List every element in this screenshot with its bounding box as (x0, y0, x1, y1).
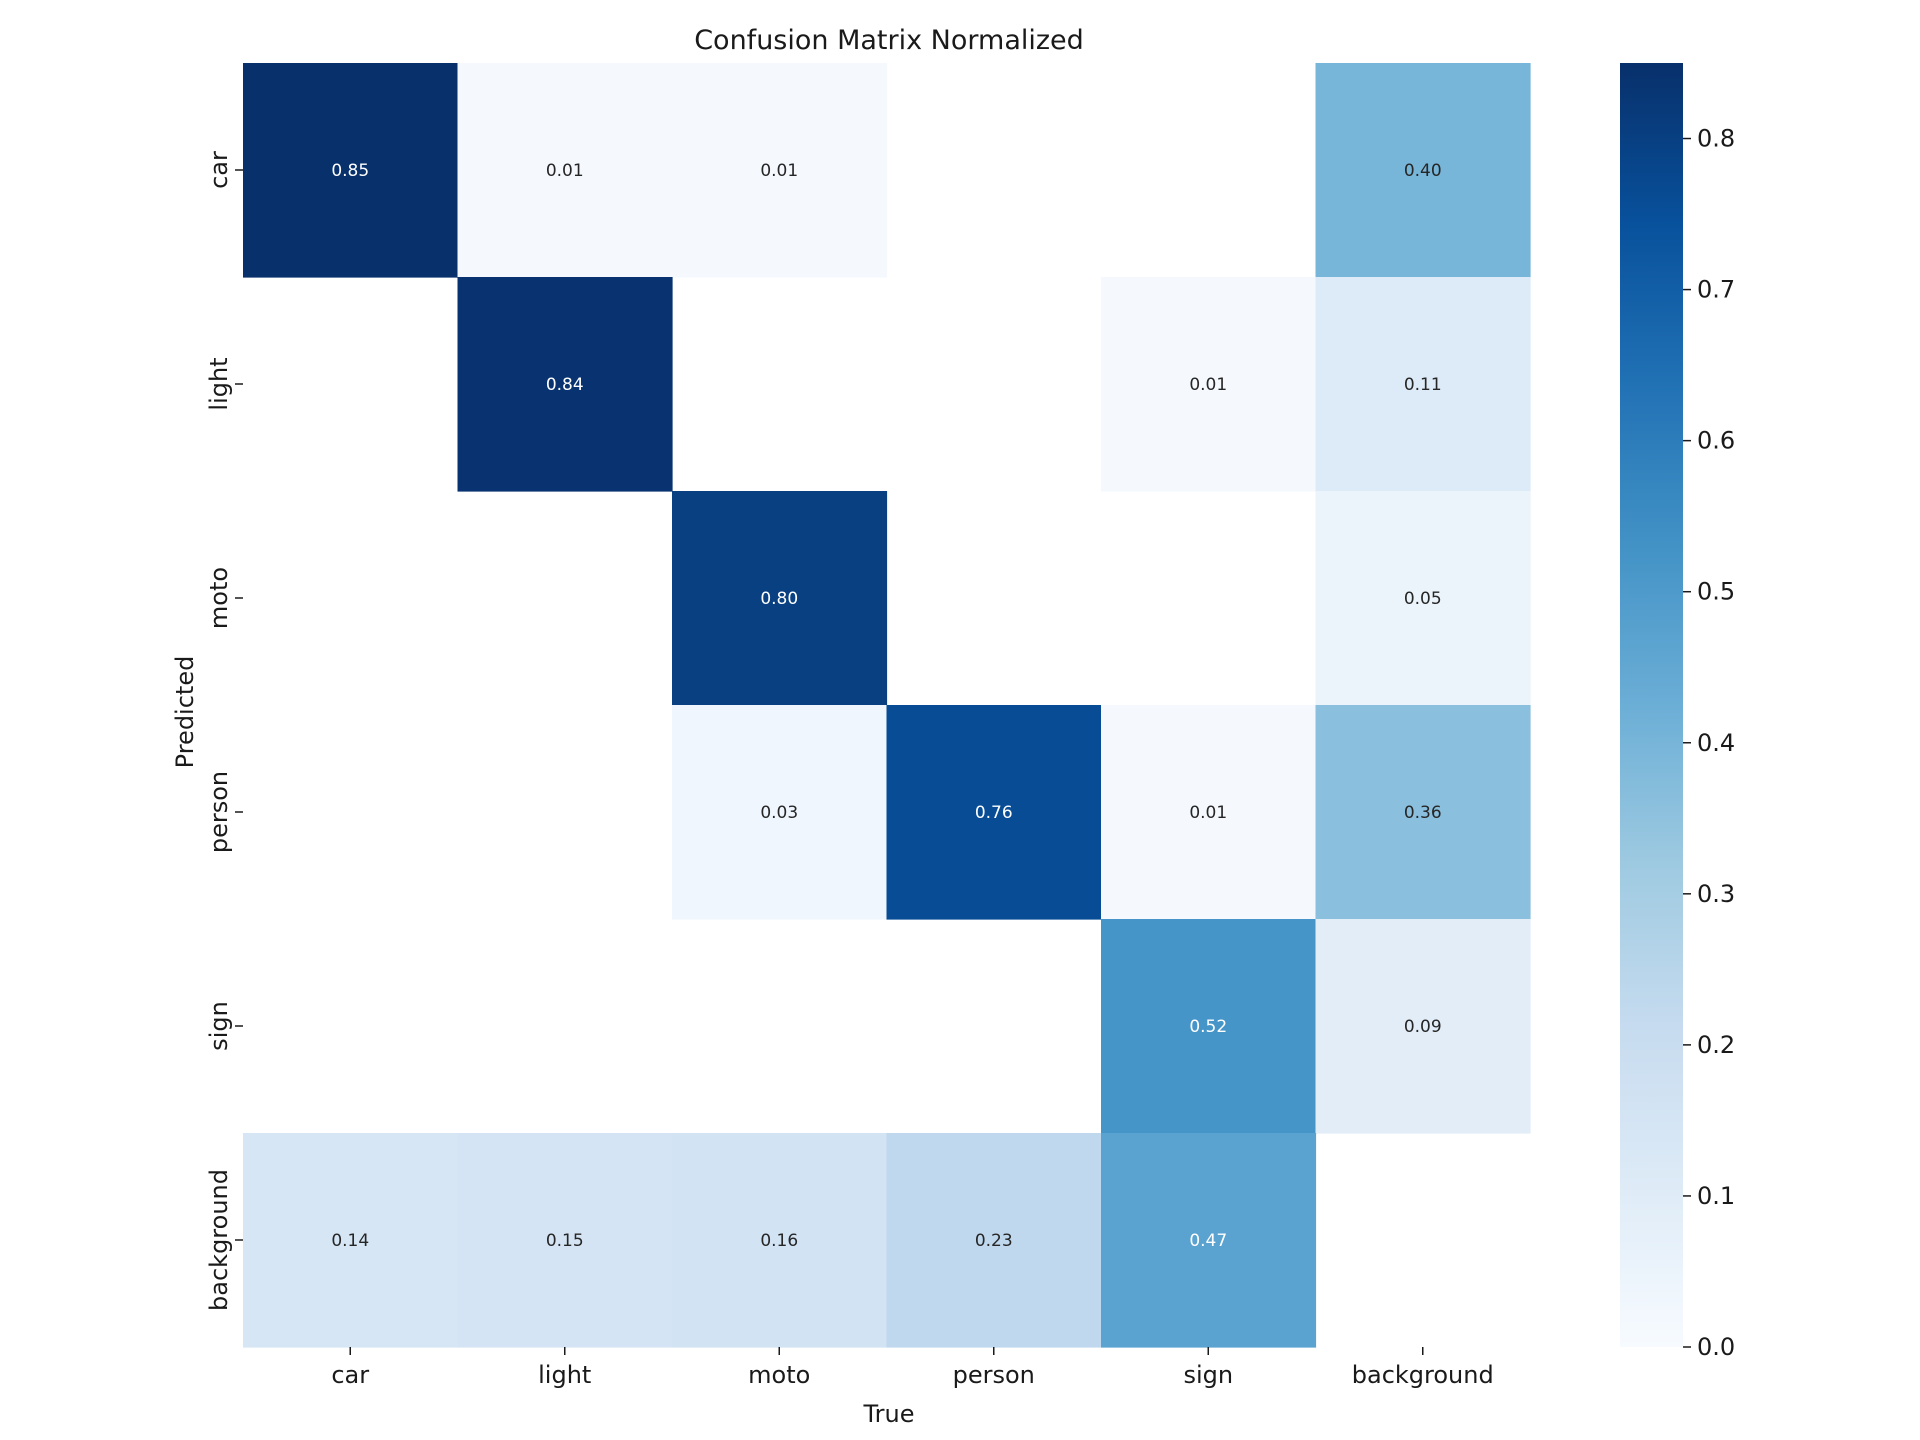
heatmap-cell (672, 63, 888, 278)
x-tick-label: person (953, 1361, 1035, 1389)
x-axis-ticks: car light moto person sign background (331, 1347, 1494, 1389)
y-tick-label: light (205, 357, 233, 410)
cell-value-label: 0.01 (1189, 375, 1227, 395)
heatmap-cell (672, 705, 888, 920)
heatmap-cell (243, 1133, 459, 1348)
heatmap-cell (457, 277, 673, 492)
y-axis-label: Predicted (171, 656, 199, 769)
heatmap-cell (457, 1133, 673, 1348)
heatmap-cell (1101, 277, 1317, 492)
colorbar-tick-label: 0.2 (1697, 1031, 1735, 1059)
cell-value-label: 0.84 (546, 375, 584, 395)
x-tick-label: background (1352, 1361, 1494, 1389)
colorbar-tick-label: 0.5 (1697, 578, 1735, 606)
heatmap-cell (1315, 63, 1531, 278)
heatmap-cell (243, 63, 459, 278)
cell-value-label: 0.05 (1404, 589, 1442, 609)
cell-value-label: 0.36 (1404, 803, 1442, 823)
cell-value-label: 0.85 (331, 161, 369, 181)
y-tick-label: moto (205, 567, 233, 629)
x-tick-label: sign (1183, 1361, 1233, 1389)
cell-value-label: 0.01 (760, 161, 798, 181)
chart-title: Confusion Matrix Normalized (694, 25, 1084, 56)
cell-value-label: 0.14 (331, 1231, 369, 1251)
colorbar-tick-label: 0.8 (1697, 125, 1735, 153)
y-tick-label: background (205, 1169, 233, 1311)
colorbar-gradient (1620, 63, 1683, 1347)
y-tick-label: car (205, 151, 233, 189)
x-tick-label: car (331, 1361, 369, 1389)
x-axis-label: True (863, 1400, 915, 1428)
y-axis-ticks: car light moto person sign background (205, 151, 243, 1311)
heatmap-cell (1315, 705, 1531, 920)
heatmap-cell (1101, 705, 1317, 920)
cell-value-label: 0.01 (1189, 803, 1227, 823)
cell-value-label: 0.23 (975, 1231, 1013, 1251)
cell-value-label: 0.09 (1404, 1017, 1442, 1037)
cell-value-label: 0.80 (760, 589, 798, 609)
colorbar: 0.0 0.1 0.2 0.3 0.4 0.5 0.6 0.7 0.8 (1620, 63, 1735, 1361)
colorbar-tick-label: 0.1 (1697, 1182, 1735, 1210)
colorbar-tick-label: 0.4 (1697, 729, 1735, 757)
heatmap-cells: 0.85 0.01 0.01 0.40 0.84 0.01 0.11 0.80 0.05 0.03… (243, 63, 1531, 1348)
cell-value-label: 0.40 (1404, 161, 1442, 181)
x-tick-label: moto (748, 1361, 810, 1389)
colorbar-tick-label: 0.0 (1697, 1333, 1735, 1361)
colorbar-tick-label: 0.6 (1697, 427, 1735, 455)
cell-value-label: 0.01 (546, 161, 584, 181)
heatmap-cell (457, 63, 673, 278)
heatmap-cell (1315, 919, 1531, 1134)
cell-value-label: 0.47 (1189, 1231, 1227, 1251)
cell-value-label: 0.76 (975, 803, 1013, 823)
heatmap-cell (886, 705, 1102, 920)
colorbar-tick-label: 0.7 (1697, 276, 1735, 304)
heatmap-cell (886, 1133, 1102, 1348)
y-tick-label: sign (205, 1001, 233, 1051)
cell-value-label: 0.52 (1189, 1017, 1227, 1037)
cell-value-label: 0.11 (1404, 375, 1442, 395)
cell-value-label: 0.15 (546, 1231, 584, 1251)
colorbar-tick-label: 0.3 (1697, 880, 1735, 908)
heatmap-cell (1315, 277, 1531, 492)
cell-value-label: 0.16 (760, 1231, 798, 1251)
heatmap-cell (1101, 1133, 1317, 1348)
heatmap-cell (672, 491, 888, 706)
heatmap-cell (672, 1133, 888, 1348)
x-tick-label: light (538, 1361, 591, 1389)
cell-value-label: 0.03 (760, 803, 798, 823)
heatmap-cell (1101, 919, 1317, 1134)
heatmap-cell (1315, 491, 1531, 706)
y-tick-label: person (205, 771, 233, 853)
